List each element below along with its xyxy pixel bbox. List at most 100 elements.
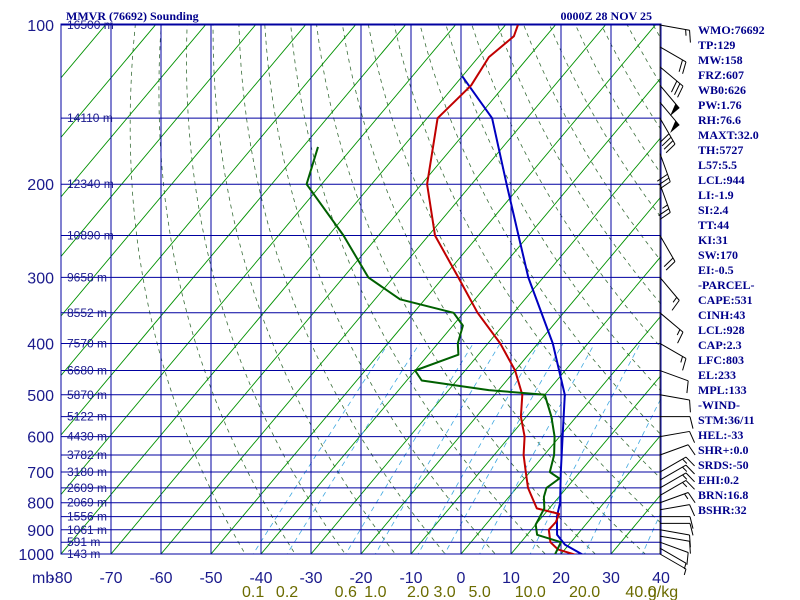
isotherm-line [160, 24, 607, 554]
pressure-tick-label: 400 [27, 336, 54, 353]
isotherm-line [460, 315, 661, 554]
wind-barb [659, 394, 691, 413]
wind-barb-feather [686, 552, 689, 565]
height-label: 1061 m [67, 523, 107, 537]
height-label: 9658 m [67, 270, 107, 284]
wind-barb-half-feather [662, 204, 668, 209]
mixing-ratio-label: 20.0 [569, 584, 600, 600]
pressure-tick-label: 800 [27, 496, 54, 513]
wind-barb-staff [659, 444, 689, 456]
isotherm-line [360, 196, 661, 554]
wind-barb [659, 101, 680, 133]
pressure-tick-label: 1000 [18, 547, 54, 564]
wind-barb-feather [659, 181, 671, 190]
wind-barb [659, 464, 695, 481]
wind-barb-half-feather [683, 568, 687, 576]
height-labels: 16500 m 14110 m 12340 m 10890 m 9658 m 8552 m… [67, 18, 114, 561]
wind-barb-staff [659, 529, 690, 536]
index-item: SI:2.4 [698, 203, 729, 217]
index-item: STM:36/11 [698, 413, 755, 427]
dry-adiabat-line [212, 24, 396, 554]
temperature-tick-label: -10 [399, 570, 422, 587]
wind-barb-staff [659, 24, 690, 31]
index-item: -PARCEL- [698, 278, 755, 292]
mixing-ratio-label: 0.2 [276, 584, 298, 600]
index-item: TH:5727 [698, 143, 744, 157]
index-item: RH:76.6 [698, 113, 741, 127]
index-item: LI:-1.9 [698, 188, 734, 202]
dewpoint-line [305, 146, 562, 554]
index-item: KI:31 [698, 233, 728, 247]
wind-barb [659, 456, 695, 473]
wind-barb-half-feather [682, 474, 688, 480]
index-item: MW:158 [698, 53, 743, 67]
isotherm-line [510, 374, 661, 554]
isotherm-line [61, 24, 307, 317]
mixing-ratio-line [444, 343, 564, 554]
wind-barb-staff [659, 541, 689, 553]
isotherm-line [0, 13, 15, 565]
index-item: LCL:944 [698, 173, 745, 187]
mixing-ratio-line [252, 343, 389, 554]
mixing-ratio-line [529, 343, 641, 554]
wind-barb-pennant [670, 103, 680, 116]
wind-barb [659, 46, 687, 74]
isotherm-line [61, 24, 457, 496]
wind-barb-feather [682, 358, 687, 371]
index-item: PW:1.76 [698, 98, 742, 112]
wind-barb [659, 24, 691, 43]
wind-barb-half-feather [672, 297, 678, 303]
height-label: 16500 m [67, 18, 114, 32]
mixing-ratio-label: 3.0 [433, 584, 455, 600]
mixing-ratio-unit: g/kg [648, 584, 678, 600]
wind-barb-feather [685, 472, 695, 483]
wind-barb [659, 553, 687, 576]
isotherm-line [560, 434, 661, 554]
wind-barb [660, 522, 694, 536]
wind-barb-staff [659, 184, 671, 213]
wind-barb [659, 66, 684, 98]
isotherm-line [61, 24, 207, 198]
height-label: 8552 m [67, 306, 107, 320]
pressure-tick-label: 300 [27, 270, 54, 287]
wind-barb [659, 370, 689, 394]
wind-barb-staff [659, 535, 690, 542]
temperature-tick-label: 10 [502, 570, 520, 587]
temperature-tick-label: -40 [249, 570, 272, 587]
dry-adiabat-line [342, 24, 646, 554]
isotherm-line [61, 24, 407, 436]
wind-barb-feather [685, 456, 695, 467]
wind-barb [659, 312, 684, 344]
height-label: 143 m [67, 547, 100, 561]
wind-barb-feather [682, 61, 687, 74]
wind-barb-half-feather [680, 356, 683, 363]
temperature-tick-label: -50 [199, 570, 222, 587]
pressure-tick-label: 900 [27, 523, 54, 540]
wind-barb-staff [659, 235, 676, 262]
index-item: TP:129 [698, 38, 736, 52]
height-label: 2609 m [67, 481, 107, 495]
wind-barb-staff [659, 46, 687, 63]
height-label: 3180 m [67, 465, 107, 479]
wind-barb [659, 541, 689, 565]
wind-barb [659, 492, 696, 504]
index-item: TT:44 [698, 218, 730, 232]
wind-barb-staff [659, 153, 671, 182]
index-item: FRZ:607 [698, 68, 744, 82]
wind-barb [658, 184, 671, 220]
index-item: WB0:626 [698, 83, 746, 97]
mixing-ratio-line [286, 343, 420, 554]
index-item: EHI:0.2 [698, 473, 740, 487]
mixing-ratio-label: 0.1 [242, 584, 264, 600]
wind-barb-feather [687, 444, 696, 456]
temperature-tick-label: -30 [299, 570, 322, 587]
wind-barb-feather [689, 30, 691, 43]
mixing-ratio-line [641, 511, 661, 554]
observation-time: 0000Z 28 NOV 25 [560, 9, 652, 23]
height-label: 12340 m [67, 177, 114, 191]
wind-barb [659, 472, 695, 489]
mixing-ratio-line [479, 343, 595, 554]
mixing-ratio-label: 2.0 [407, 584, 429, 600]
height-label: 7570 m [67, 336, 107, 350]
isotherm-line [110, 24, 557, 554]
